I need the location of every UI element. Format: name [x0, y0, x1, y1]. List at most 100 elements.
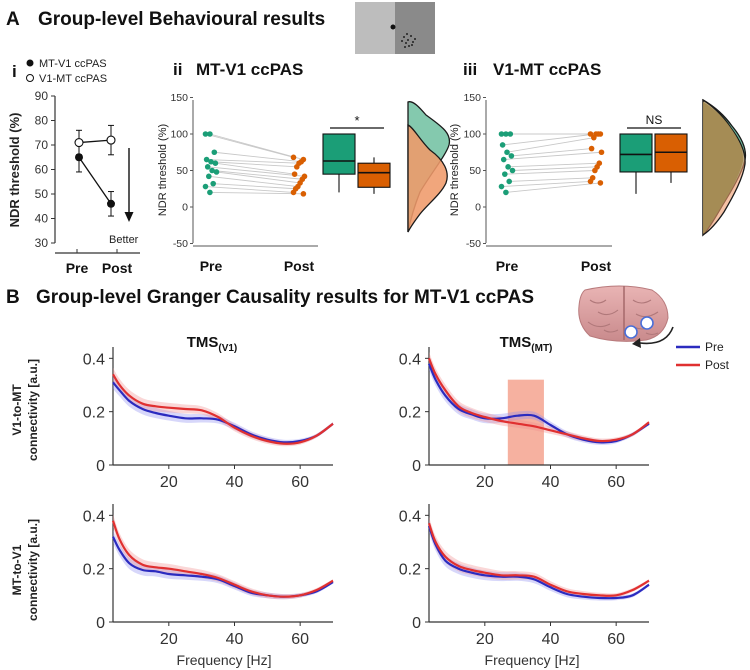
sub-iii-label: iii [463, 60, 477, 79]
gc-xtick-label: 40 [226, 474, 244, 491]
ii-xtick-pre: Pre [200, 258, 223, 274]
panel-a-letter: A [6, 9, 20, 30]
row-label-bottom-1: MT-to-V1 [10, 544, 24, 595]
iii-pre-point [503, 189, 509, 196]
ii-box-post [357, 162, 391, 188]
iii-ylabel: NDR threshold (%) [449, 124, 461, 216]
ii-pre-point [209, 167, 215, 174]
panel-a-ii: ii MT-V1 ccPAS NDR threshold (%) 150 100 5… [157, 60, 451, 274]
i-series-line [78, 139, 112, 144]
panel-a-title: Group-level Behavioural results [38, 9, 325, 30]
col-title-v1-main: TMS [187, 334, 219, 351]
ii-data [202, 131, 308, 197]
ii-pair-line [205, 133, 294, 158]
ii-ytick-label: 100 [170, 129, 188, 141]
gc-ytick-label: 0.2 [83, 405, 105, 422]
gc-ci-band-pre [429, 519, 649, 601]
ii-pair-line [214, 151, 302, 163]
gc-plot-mt-top: 0.4 0.2 0 20 40 60 [399, 347, 650, 491]
i-ytick-label: 80 [35, 114, 49, 128]
ii-boxplots [322, 133, 391, 194]
col-title-v1-sub: (V1) [218, 343, 237, 354]
ii-box-pre [322, 133, 356, 175]
ii-pre-point [212, 160, 219, 166]
i-data [74, 124, 116, 217]
gc-ytick-label: 0 [412, 458, 421, 475]
iii-post-point [587, 131, 594, 137]
iii-data [498, 131, 605, 196]
iii-pair-line [502, 133, 597, 146]
iii-pre-point [498, 183, 505, 190]
legend-filled-marker [26, 59, 34, 67]
iii-pair-line [509, 177, 593, 182]
legend-v1mt: V1-MT ccPAS [39, 73, 107, 85]
ii-pair-line [208, 175, 298, 188]
gc-ytick-label: 0 [96, 458, 105, 475]
gc-line-post [112, 373, 334, 445]
ii-pre-point [213, 169, 220, 175]
iii-pre-point [498, 131, 505, 137]
col-title-mt: TMS(MT) [500, 334, 553, 354]
row-label-bottom-2: connectivity [a.u.] [26, 519, 40, 621]
ii-pair-line [216, 171, 301, 184]
iii-pre-point [508, 153, 515, 159]
i-ytick-label: 70 [35, 138, 49, 152]
iii-pre-point [502, 171, 508, 177]
sub-iii-title: V1-MT ccPAS [493, 60, 601, 79]
gc-ytick-label: 0.2 [399, 405, 421, 422]
gc-xtick-label: 20 [160, 474, 178, 491]
gc-ytick-label: 0.4 [83, 508, 105, 525]
i-xtick-post: Post [102, 260, 133, 276]
iii-pair-line [503, 151, 602, 160]
legend-open-marker [26, 74, 34, 82]
ii-yticks: 150 100 50 0 -50 [170, 92, 193, 250]
ii-pre-point [202, 183, 209, 190]
i-ytick-label: 90 [35, 89, 49, 103]
iii-ytick-label: -50 [466, 238, 481, 250]
ii-pre-point [208, 158, 214, 165]
ii-density-post [407, 124, 448, 233]
ii-post-point [291, 171, 298, 177]
rotation-arrow-head-icon [632, 338, 641, 348]
ii-pre-point [206, 173, 212, 180]
i-point-v1mt [74, 138, 84, 148]
i-xtick-pre: Pre [66, 260, 89, 276]
legend-pre-label: Pre [705, 340, 724, 354]
i-series-line [78, 156, 112, 205]
ii-post-point [290, 189, 297, 196]
col-title-v1: TMS(V1) [187, 334, 238, 354]
iii-ytick-label: 50 [469, 165, 481, 177]
iii-pair-line [505, 182, 601, 193]
legend-post-label: Post [705, 358, 730, 372]
ii-ytick-label: -50 [173, 238, 188, 250]
panel-b-letter: B [6, 287, 20, 308]
ii-ytick-label: 50 [176, 165, 188, 177]
gc-line-pre [112, 381, 334, 444]
sub-i-label: i [12, 62, 17, 81]
i-ylabel: NDR threshold (%) [7, 113, 22, 228]
iii-sig-label: NS [646, 113, 663, 127]
ii-pair-line [207, 166, 305, 177]
gc-line-pre [427, 525, 650, 600]
ii-ytick-label: 150 [170, 92, 188, 104]
iii-box-pre [619, 133, 653, 173]
gc-xtick-label: 40 [542, 631, 560, 648]
gc-ytick-label: 0 [412, 615, 421, 632]
ii-ytick-label: 0 [182, 202, 188, 214]
i-point-mtv1 [107, 199, 115, 208]
ii-post-point [290, 154, 297, 161]
better-arrow-head-icon [124, 212, 134, 222]
ii-pair-line [215, 162, 295, 175]
ii-pre-point [211, 149, 218, 156]
ii-ylabel: NDR threshold (%) [157, 124, 169, 216]
iii-pre-point [504, 149, 510, 156]
gc-plot-v1-top: 0.4 0.2 0 20 40 60 [83, 347, 334, 491]
gc-ytick-label: 0.2 [83, 562, 105, 579]
gc-ytick-label: 0.4 [399, 508, 421, 525]
iii-ytick-label: 150 [463, 92, 481, 104]
row-label-top-2: connectivity [a.u.] [26, 359, 40, 461]
panel-b-title: Group-level Granger Causality results fo… [36, 287, 534, 308]
ii-pre-point [207, 189, 213, 196]
coil-position-2 [624, 325, 638, 339]
gc-ci-band-post [429, 351, 649, 444]
